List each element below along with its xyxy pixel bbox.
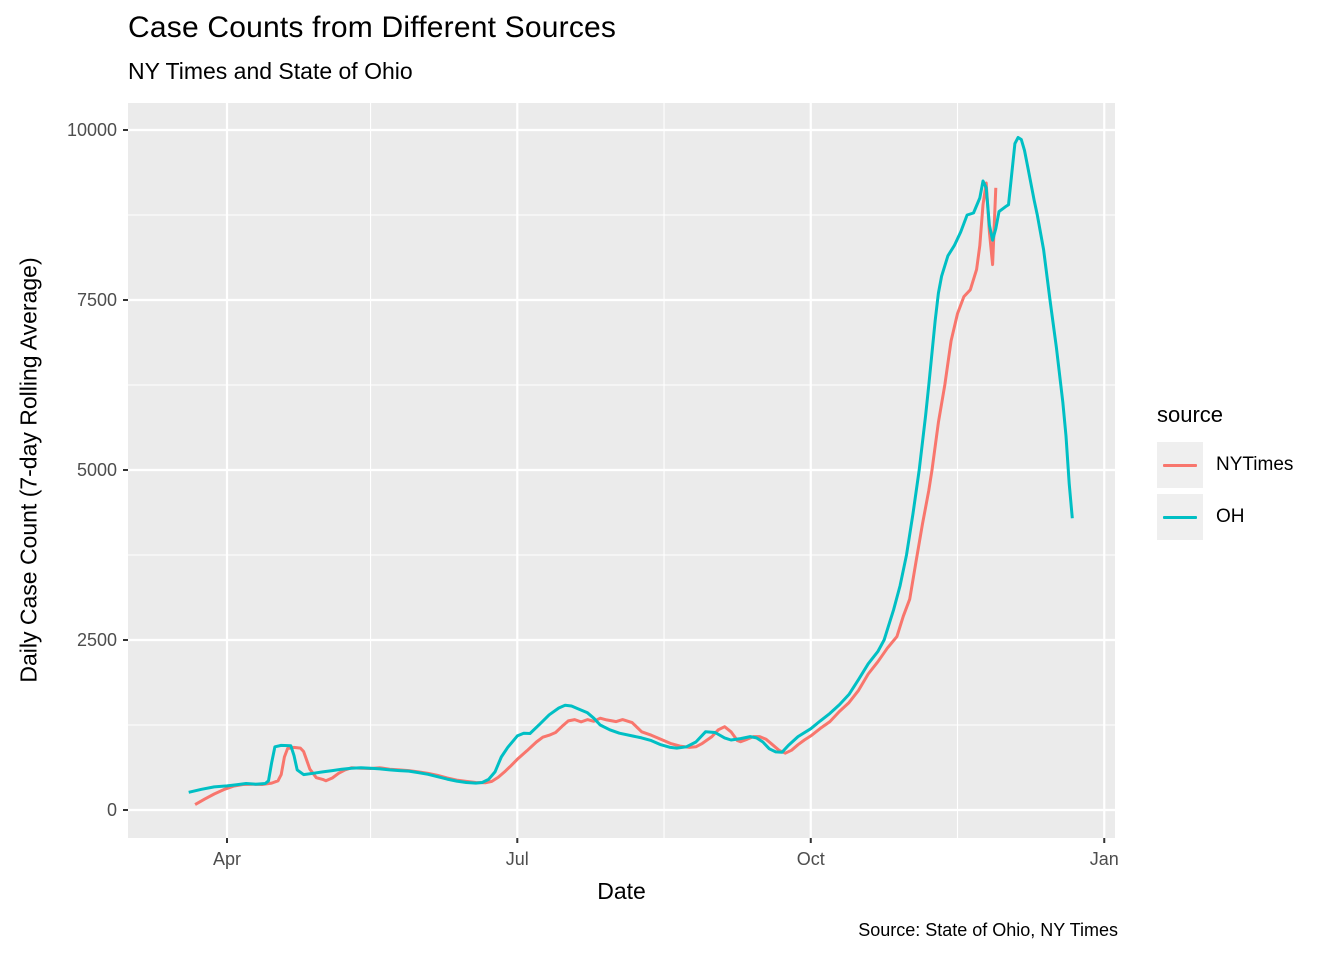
x-axis-title: Date	[597, 878, 646, 904]
y-tick-label: 2500	[77, 630, 117, 650]
legend-key-line-icon	[1163, 515, 1197, 519]
chart-caption: Source: State of Ohio, NY Times	[858, 920, 1118, 940]
legend-key-nytimes	[1157, 442, 1203, 488]
y-tick-label: 0	[107, 800, 117, 820]
legend-item-oh: OH	[1157, 494, 1293, 540]
legend-item-nytimes: NYTimes	[1157, 442, 1293, 488]
chart-title: Case Counts from Different Sources	[128, 11, 617, 44]
x-tick-label: Jan	[1090, 849, 1119, 869]
x-tick-label: Apr	[213, 849, 241, 869]
legend: source NYTimes OH	[1157, 402, 1293, 546]
chart-subtitle: NY Times and State of Ohio	[128, 58, 413, 84]
y-tick-label: 10000	[67, 120, 117, 140]
legend-items: NYTimes OH	[1157, 442, 1293, 540]
y-tick-label: 7500	[77, 290, 117, 310]
x-tick-label: Oct	[797, 849, 825, 869]
series-line-oh	[188, 136, 1074, 794]
y-tick-label: 5000	[77, 460, 117, 480]
x-tick-label: Jul	[506, 849, 529, 869]
legend-title: source	[1157, 402, 1224, 427]
y-axis-title: Daily Case Count (7-day Rolling Average)	[15, 257, 42, 683]
legend-key-line-icon	[1163, 463, 1197, 467]
legend-label: NYTimes	[1216, 454, 1294, 475]
series-line-nytimes	[194, 181, 998, 806]
legend-key-oh	[1157, 494, 1203, 540]
legend-label: OH	[1216, 506, 1245, 527]
